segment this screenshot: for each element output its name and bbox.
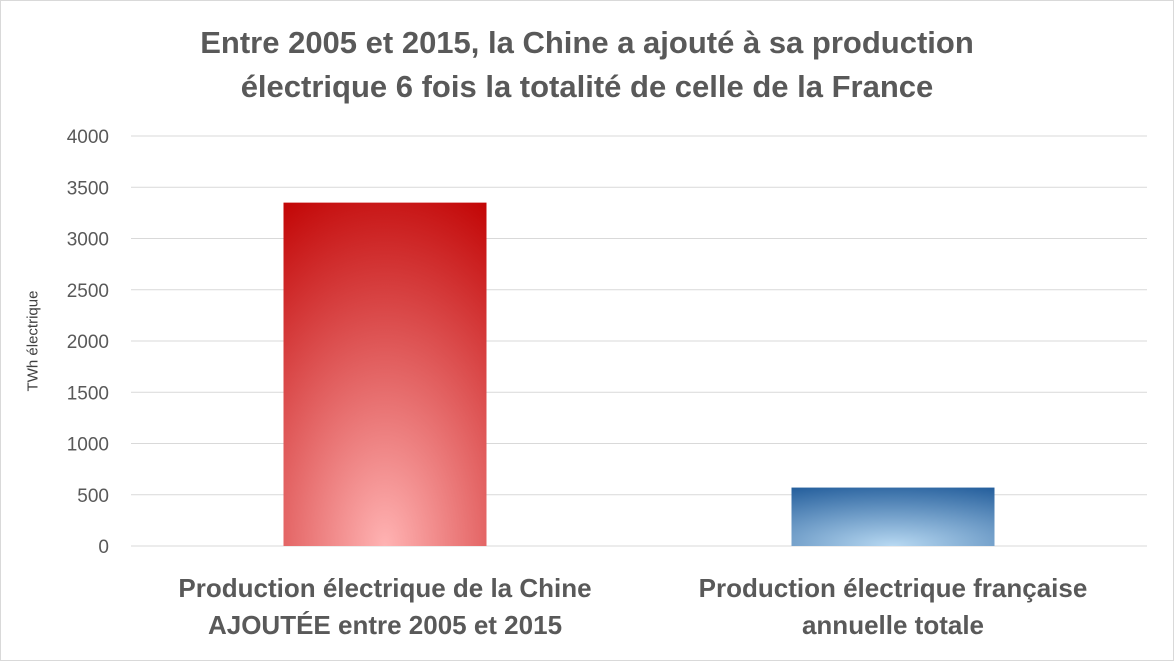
- chart-title-line-1: Entre 2005 et 2015, la Chine a ajouté à …: [200, 25, 974, 60]
- category-label-china-line-1: Production électrique de la Chine: [178, 573, 592, 603]
- bar-china-added-production: [283, 202, 487, 546]
- y-tick-labels: 0 500 1000 1500 2000 2500 3000 3500 4000: [67, 127, 109, 558]
- y-tick-label: 500: [77, 486, 109, 507]
- category-label-china: Production électrique de la Chine AJOUTÉ…: [145, 570, 625, 644]
- y-tick-label: 3000: [67, 230, 109, 251]
- category-label-france-line-2: annuelle totale: [801, 610, 985, 640]
- bar-france-total-production: [791, 487, 995, 546]
- category-label-china-line-2: AJOUTÉE entre 2005 et 2015: [207, 610, 563, 640]
- chart-title-line-2: électrique 6 fois la totalité de celle d…: [240, 69, 934, 104]
- y-tick-label: 4000: [67, 127, 109, 148]
- gridlines: [131, 135, 1147, 547]
- category-label-france: Production électrique française annuelle…: [653, 570, 1133, 644]
- category-label-france-line-1: Production électrique française: [698, 573, 1088, 603]
- bars: [283, 202, 995, 546]
- chart-title: Entre 2005 et 2015, la Chine a ajouté à …: [1, 21, 1173, 109]
- y-tick-label: 2500: [67, 281, 109, 302]
- y-tick-label: 1500: [67, 383, 109, 404]
- y-tick-label: 1000: [67, 435, 109, 456]
- y-tick-label: 0: [98, 537, 109, 558]
- y-tick-label: 2000: [67, 332, 109, 353]
- y-tick-label: 3500: [67, 178, 109, 199]
